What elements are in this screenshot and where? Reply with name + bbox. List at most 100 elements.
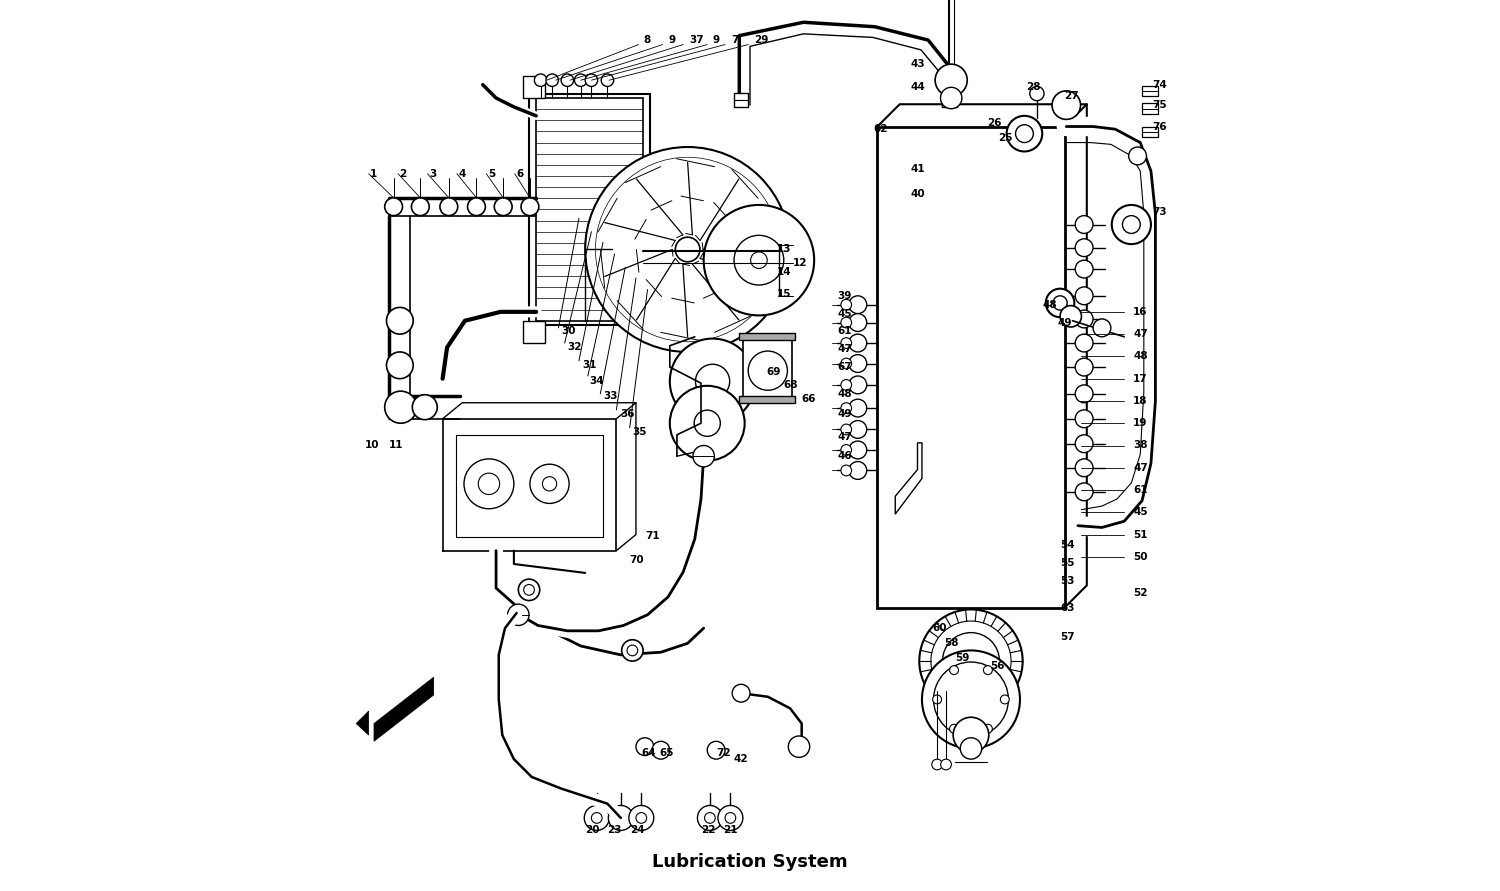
Circle shape [920, 609, 1023, 713]
Text: 36: 36 [621, 409, 636, 420]
Circle shape [842, 380, 852, 390]
Circle shape [519, 579, 540, 601]
Text: 61: 61 [837, 326, 852, 337]
Circle shape [478, 473, 500, 495]
Text: 35: 35 [633, 427, 646, 437]
Circle shape [842, 338, 852, 348]
Circle shape [849, 376, 867, 394]
Text: 70: 70 [630, 554, 645, 565]
Circle shape [675, 237, 700, 262]
Circle shape [1030, 86, 1044, 101]
Circle shape [698, 805, 723, 830]
Circle shape [940, 87, 962, 109]
Circle shape [1076, 310, 1094, 328]
Text: 57: 57 [1060, 632, 1074, 642]
Text: 33: 33 [603, 391, 618, 402]
Bar [524, 321, 544, 343]
Text: 12: 12 [794, 257, 807, 268]
Bar [524, 76, 544, 98]
Text: 17: 17 [1132, 373, 1148, 384]
Text: 1: 1 [369, 168, 376, 179]
Circle shape [849, 355, 867, 372]
Circle shape [596, 157, 780, 341]
Circle shape [933, 695, 942, 704]
Circle shape [1128, 147, 1146, 165]
Circle shape [960, 738, 981, 759]
Text: 76: 76 [1152, 121, 1167, 132]
Bar [734, 93, 748, 107]
Text: 67: 67 [837, 362, 852, 372]
Circle shape [464, 459, 514, 509]
Circle shape [704, 205, 815, 315]
Text: 6: 6 [516, 168, 524, 179]
Text: 8: 8 [644, 35, 651, 45]
Circle shape [849, 334, 867, 352]
Circle shape [585, 74, 597, 86]
Bar [740, 333, 795, 340]
Circle shape [636, 738, 654, 756]
Circle shape [543, 477, 556, 491]
Text: 11: 11 [388, 440, 404, 451]
Text: 32: 32 [567, 342, 582, 353]
Circle shape [628, 805, 654, 830]
Circle shape [750, 252, 766, 268]
Text: 71: 71 [645, 531, 660, 542]
Circle shape [705, 813, 716, 823]
Circle shape [609, 805, 633, 830]
Text: 39: 39 [837, 290, 852, 301]
Text: 53: 53 [1060, 576, 1074, 586]
Text: 60: 60 [933, 623, 946, 634]
Circle shape [952, 717, 988, 753]
Circle shape [1122, 216, 1140, 233]
Text: 62: 62 [873, 124, 888, 135]
Text: 48: 48 [837, 388, 852, 399]
Circle shape [1094, 319, 1112, 337]
Circle shape [1076, 483, 1094, 501]
Circle shape [1076, 216, 1094, 233]
Text: 41: 41 [910, 164, 926, 175]
Text: 48: 48 [1042, 299, 1058, 310]
Text: 15: 15 [777, 289, 790, 299]
Circle shape [1046, 289, 1074, 317]
Circle shape [748, 351, 788, 390]
Circle shape [670, 339, 756, 424]
Circle shape [842, 358, 852, 369]
Circle shape [942, 633, 999, 690]
Circle shape [1076, 239, 1094, 257]
Bar [1142, 127, 1158, 137]
Text: 31: 31 [582, 360, 597, 371]
Bar [530, 94, 650, 325]
Circle shape [652, 741, 670, 759]
Circle shape [950, 666, 958, 674]
Circle shape [387, 352, 412, 379]
Circle shape [585, 805, 609, 830]
Circle shape [1052, 91, 1080, 119]
Circle shape [1007, 116, 1042, 151]
Text: 20: 20 [585, 825, 600, 836]
Text: 49: 49 [837, 409, 852, 420]
Bar [1142, 103, 1158, 114]
Text: 51: 51 [1132, 529, 1148, 540]
Text: 9: 9 [668, 35, 675, 45]
Text: 61: 61 [1132, 485, 1148, 495]
Circle shape [534, 74, 548, 86]
Circle shape [621, 640, 644, 661]
Circle shape [934, 64, 968, 96]
Text: 59: 59 [956, 652, 969, 663]
Circle shape [950, 724, 958, 733]
Circle shape [940, 759, 951, 770]
Text: 24: 24 [630, 825, 645, 836]
Circle shape [694, 410, 720, 437]
Text: 13: 13 [777, 244, 790, 255]
Text: 47: 47 [1132, 462, 1148, 473]
Text: 46: 46 [837, 451, 852, 462]
Circle shape [636, 813, 646, 823]
Circle shape [507, 604, 530, 625]
Text: Lubrication System: Lubrication System [652, 854, 847, 871]
Circle shape [984, 724, 993, 733]
Polygon shape [896, 443, 922, 514]
Text: 75: 75 [1152, 100, 1167, 110]
Text: 49: 49 [1058, 317, 1072, 328]
Text: 58: 58 [944, 638, 958, 649]
Circle shape [718, 805, 742, 830]
